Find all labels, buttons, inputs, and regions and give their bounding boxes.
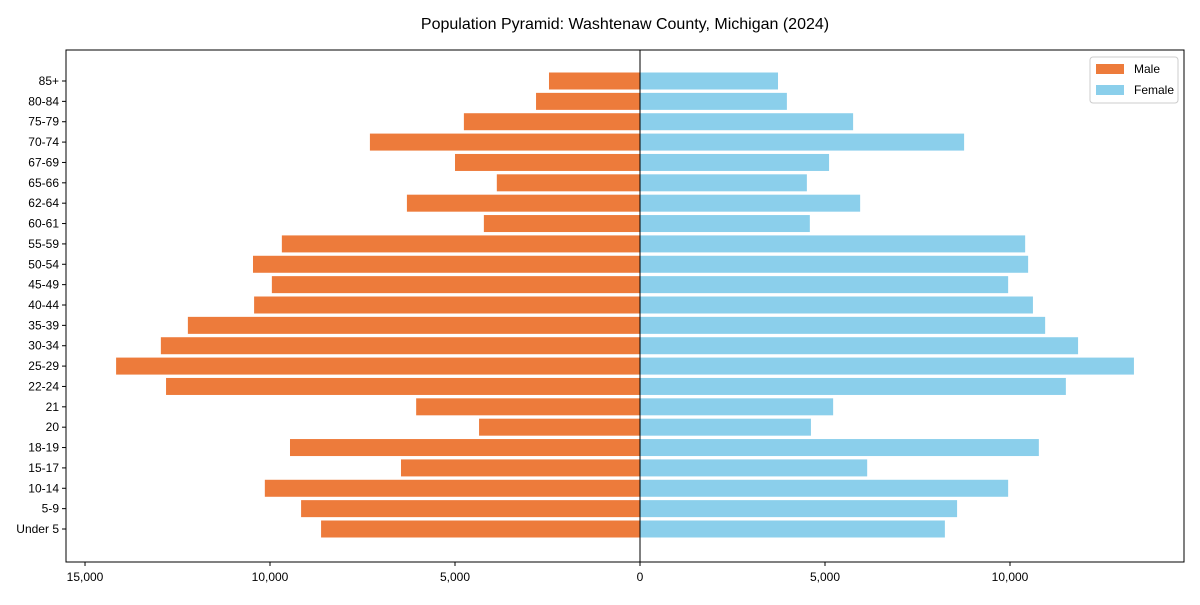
y-tick-label: 85+ [39,74,59,88]
bar-female-85+ [640,72,779,90]
bar-male-20 [479,418,641,436]
bar-male-22-24 [166,377,641,395]
bar-female-Under 5 [640,520,945,538]
bar-female-55-59 [640,235,1026,253]
y-tick-label: 35-39 [28,318,59,332]
bar-female-50-54 [640,255,1029,273]
bar-female-80-84 [640,92,787,110]
bar-male-75-79 [463,113,641,131]
x-tick-label: 10,000 [252,570,289,584]
bar-female-67-69 [640,153,830,171]
bar-female-62-64 [640,194,861,212]
y-tick-label: 75-79 [28,115,59,129]
y-tick-label: 21 [46,400,60,414]
y-tick-label: 60-61 [28,217,59,231]
y-tick-label: 15-17 [28,461,59,475]
y-tick-label: 80-84 [28,94,59,108]
y-tick-label: 62-64 [28,196,59,210]
bar-male-70-74 [369,133,641,151]
y-tick-label: 18-19 [28,441,59,455]
bar-male-30-34 [160,337,641,355]
x-tick-label: 0 [637,570,644,584]
legend-male-swatch [1096,64,1124,74]
legend-male-label: Male [1134,62,1160,76]
bar-male-21 [416,398,641,416]
bar-female-40-44 [640,296,1033,314]
x-tick-label: 15,000 [67,570,104,584]
plot-frame [65,49,1185,563]
bar-male-50-54 [252,255,641,273]
bar-female-25-29 [640,357,1134,375]
y-tick-label: 67-69 [28,155,59,169]
bar-female-75-79 [640,113,854,131]
bar-male-15-17 [400,459,641,477]
bar-male-40-44 [254,296,641,314]
y-tick-label: 5-9 [42,502,60,516]
y-tick-label: 25-29 [28,359,59,373]
x-tick-label: 5,000 [440,570,470,584]
bar-female-70-74 [640,133,965,151]
y-tick-label: 65-66 [28,176,59,190]
y-tick-label: 40-44 [28,298,59,312]
bar-female-35-39 [640,316,1046,334]
bar-male-10-14 [264,479,641,497]
y-tick-label: Under 5 [16,522,59,536]
y-tick-label: 30-34 [28,339,59,353]
bar-male-45-49 [271,276,641,294]
y-tick-label: 20 [46,420,60,434]
bar-female-65-66 [640,174,807,192]
y-tick-label: 55-59 [28,237,59,251]
bar-male-65-66 [496,174,641,192]
bar-female-22-24 [640,377,1066,395]
bar-male-35-39 [187,316,641,334]
bar-female-15-17 [640,459,868,477]
bar-male-60-61 [483,215,641,233]
bar-male-25-29 [116,357,641,375]
bar-female-5-9 [640,500,958,518]
bar-male-62-64 [406,194,641,212]
bar-female-18-19 [640,439,1039,457]
bar-female-10-14 [640,479,1009,497]
legend-female-swatch [1096,85,1124,95]
y-tick-label: 70-74 [28,135,59,149]
bar-male-85+ [548,72,641,90]
y-tick-label: 50-54 [28,257,59,271]
bar-male-55-59 [281,235,641,253]
chart-title: Population Pyramid: Washtenaw County, Mi… [421,16,829,33]
legend-female-label: Female [1134,83,1174,97]
y-tick-label: 45-49 [28,278,59,292]
bar-female-21 [640,398,834,416]
x-tick-label: 10,000 [992,570,1029,584]
bar-female-30-34 [640,337,1079,355]
y-tick-label: 22-24 [28,379,59,393]
y-tick-label: 10-14 [28,481,59,495]
bar-female-60-61 [640,215,810,233]
bar-male-18-19 [289,439,641,457]
bar-female-20 [640,418,811,436]
x-tick-label: 5,000 [810,570,840,584]
bar-male-80-84 [536,92,641,110]
bar-male-67-69 [455,153,641,171]
bar-male-5-9 [301,500,641,518]
bar-female-45-49 [640,276,1009,294]
bar-male-Under 5 [321,520,641,538]
legend: Male Female [1089,56,1179,104]
